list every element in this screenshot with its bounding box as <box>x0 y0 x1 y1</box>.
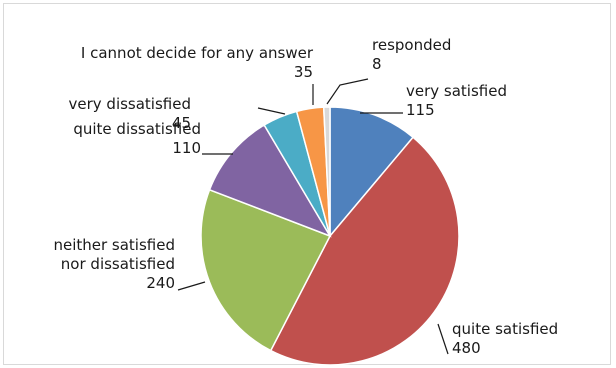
data-label-6: responded 8 <box>372 36 451 73</box>
data-label-3: quite dissatisfied 110 <box>73 120 201 157</box>
data-label-value: 115 <box>406 101 435 119</box>
data-labels: very satisfied 115 quite satisfied 480 neith… <box>53 36 558 357</box>
data-label-name: quite satisfied <box>452 320 558 338</box>
pie-slice-2 <box>200 188 332 352</box>
data-label-value: 8 <box>372 55 382 73</box>
data-label-name: very dissatisfied <box>69 95 192 113</box>
leader-lines <box>177 78 449 355</box>
pie-slice-0 <box>329 106 415 239</box>
pie-slice-6 <box>322 106 331 237</box>
data-label-name: neither satisfied <box>53 236 175 254</box>
pie-slice-3 <box>208 124 332 238</box>
leader-line-4 <box>257 107 286 115</box>
data-label-0: very satisfied 115 <box>406 82 507 119</box>
data-label-name: responded <box>372 36 451 54</box>
data-label-value: 110 <box>172 139 201 157</box>
data-label-value: 240 <box>146 274 175 292</box>
data-label-name: quite dissatisfied <box>73 120 201 138</box>
leader-line-6 <box>326 78 369 105</box>
data-label-2: neither satisfied nor dissatisfied 240 <box>53 236 175 292</box>
data-label-name: nor dissatisfied <box>61 255 175 273</box>
pie-slice-1 <box>269 136 460 366</box>
data-label-name: very satisfied <box>406 82 507 100</box>
data-label-1: quite satisfied 480 <box>452 320 558 357</box>
leader-line-2 <box>177 281 206 291</box>
data-label-name: I cannot decide for any answer <box>81 44 314 62</box>
pie-slices <box>200 106 460 366</box>
data-label-5: I cannot decide for any answer 35 <box>81 44 314 81</box>
data-label-value: 480 <box>452 339 481 357</box>
data-label-value: 35 <box>294 63 313 81</box>
data-label-value: 45 <box>172 114 191 132</box>
data-label-4: very dissatisfied 45 <box>69 95 192 132</box>
leader-line-1 <box>437 323 449 355</box>
